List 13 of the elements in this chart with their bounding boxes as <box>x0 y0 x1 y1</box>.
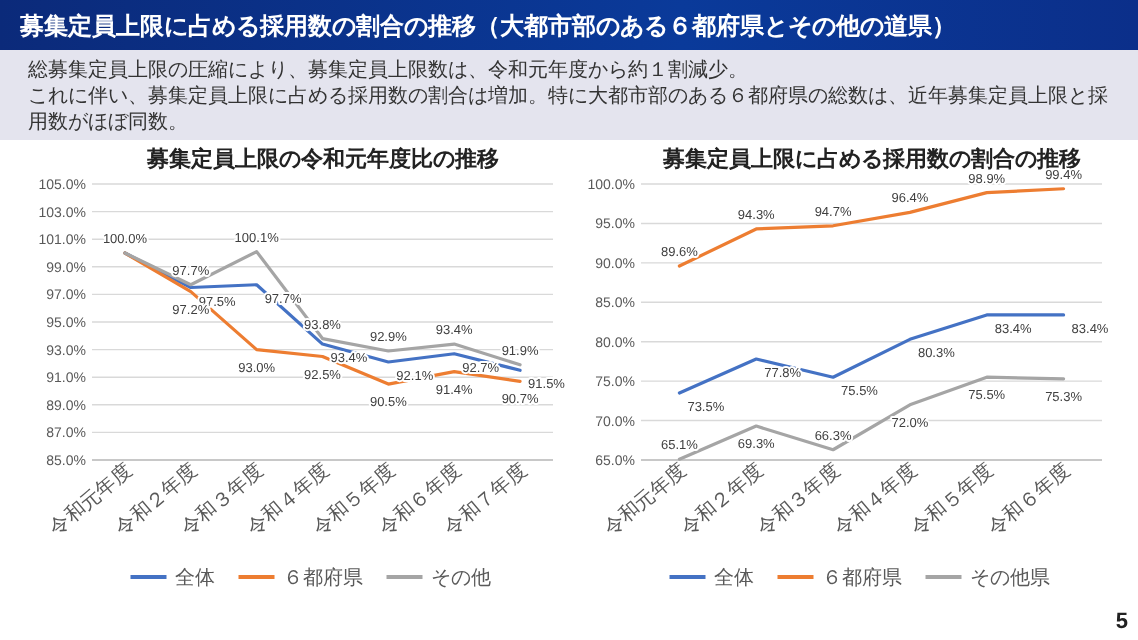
legend-label: その他 <box>430 566 491 590</box>
text: 5 <box>1115 610 1128 634</box>
legend-label: その他県 <box>969 566 1050 590</box>
legend-label: ６都府県 <box>821 566 902 590</box>
legend-label: ６都府県 <box>282 566 363 590</box>
chart-title: 募集定員上限の令和元年度比の推移 <box>144 146 499 172</box>
text: 募集定員上限に占める採用数の割合の推移（大都市部のある６都府県とその他の道県） <box>18 12 956 40</box>
text: これに伴い、募集定員上限に占める採用数の割合は増加。特に大都市部のある６都府県の総数は、近年募集定員上限と採用数がほぼ同数。 <box>28 84 1108 134</box>
legend-label: 全体 <box>713 566 754 590</box>
legend-label: 全体 <box>174 566 215 590</box>
chart-title: 募集定員上限に占める採用数の割合の推移 <box>660 146 1081 172</box>
text: 総募集定員上限の圧縮により、募集定員上限数は、令和元年度から約１割減少。 <box>26 58 748 82</box>
line-series <box>677 313 1066 395</box>
